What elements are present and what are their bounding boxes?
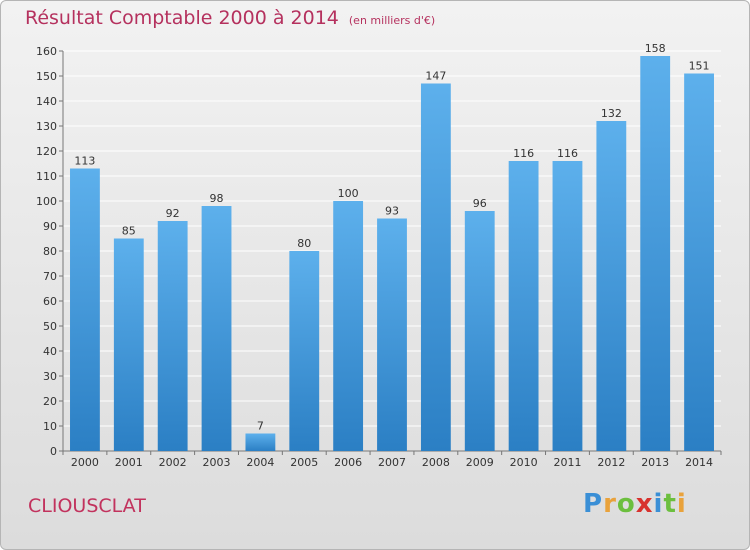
- x-tick-label: 2002: [159, 456, 187, 469]
- y-tick-labels: 0 10 20 30 40 50 60 70 80 90 100 110 120 130 140 150 160: [36, 45, 57, 458]
- x-tick-label: 2014: [685, 456, 713, 469]
- bar: [420, 83, 451, 451]
- data-label: 92: [166, 207, 180, 220]
- x-tick-label: 2012: [597, 456, 625, 469]
- y-tick-label: 160: [36, 45, 57, 58]
- bar: [596, 121, 627, 451]
- data-label: 147: [425, 70, 446, 83]
- data-labels: 113 85 92 98 7 80 100 93 147 96 116 116 132 158 151: [74, 42, 709, 433]
- bar: [245, 433, 276, 451]
- data-label: 7: [257, 420, 264, 433]
- y-tick-label: 50: [43, 320, 57, 333]
- bar: [684, 73, 714, 451]
- bar: [552, 161, 583, 451]
- y-tick-label: 130: [36, 120, 57, 133]
- x-tick-label: 2005: [290, 456, 318, 469]
- data-label: 116: [513, 147, 534, 160]
- x-tick-label: 2011: [553, 456, 581, 469]
- x-tick-label: 2008: [422, 456, 450, 469]
- data-label: 93: [385, 205, 399, 218]
- x-tick-label: 2001: [115, 456, 143, 469]
- data-label: 116: [557, 147, 578, 160]
- y-tick-label: 20: [43, 395, 57, 408]
- bar: [508, 161, 539, 451]
- bar: [70, 168, 100, 451]
- y-tick-label: 60: [43, 295, 57, 308]
- data-label: 100: [338, 187, 359, 200]
- bar: [377, 218, 407, 451]
- y-tick-label: 120: [36, 145, 57, 158]
- y-tick-label: 110: [36, 170, 57, 183]
- y-tick-label: 150: [36, 70, 57, 83]
- bar: [640, 56, 671, 451]
- logo-letter: t: [663, 489, 677, 519]
- logo-letter: i: [653, 489, 664, 519]
- y-tick-label: 40: [43, 345, 57, 358]
- data-label: 98: [210, 192, 224, 205]
- y-tick-label: 80: [43, 245, 57, 258]
- data-label: 80: [297, 237, 311, 250]
- logo-letter: r: [603, 489, 617, 519]
- y-tick-label: 140: [36, 95, 57, 108]
- y-tick-label: 0: [50, 445, 57, 458]
- x-tick-label: 2013: [641, 456, 669, 469]
- data-label: 132: [601, 107, 622, 120]
- y-tick-label: 100: [36, 195, 57, 208]
- bar: [113, 238, 144, 451]
- bars: [70, 56, 714, 451]
- x-tick-label: 2000: [71, 456, 99, 469]
- bar: [289, 251, 320, 451]
- y-tick-label: 10: [43, 420, 57, 433]
- bar: [464, 211, 495, 451]
- x-tick-label: 2003: [203, 456, 231, 469]
- x-tick-label: 2006: [334, 456, 362, 469]
- y-tick-label: 30: [43, 370, 57, 383]
- logo-letter: x: [635, 489, 654, 519]
- y-tick-label: 90: [43, 220, 57, 233]
- chart-title-block: Résultat Comptable 2000 à 2014 (en millie…: [25, 7, 435, 29]
- data-label: 85: [122, 225, 136, 238]
- chart-unit: (en milliers d'€): [348, 14, 436, 27]
- data-label: 158: [645, 42, 666, 55]
- x-tick-label: 2009: [466, 456, 494, 469]
- data-label: 151: [689, 60, 710, 73]
- logo-letter: i: [676, 489, 687, 519]
- proxiti-logo[interactable]: Proxiti: [583, 489, 687, 519]
- bar: [201, 206, 232, 451]
- logo-letter: o: [616, 489, 636, 519]
- x-tick-labels: 2000 2001 2002 2003 2004 2005 2006 2007 2008 2009…: [62, 451, 722, 469]
- data-label: 113: [74, 155, 95, 168]
- y-tick-label: 70: [43, 270, 57, 283]
- x-tick-label: 2007: [378, 456, 406, 469]
- city-name: CLIOUSCLAT: [28, 495, 146, 517]
- x-tick-label: 2010: [510, 456, 538, 469]
- logo-letter: P: [583, 489, 604, 519]
- bar: [333, 201, 364, 451]
- x-tick-label: 2004: [246, 456, 274, 469]
- bar: [157, 221, 188, 451]
- data-label: 96: [473, 197, 487, 210]
- chart-title: Résultat Comptable 2000 à 2014: [25, 7, 339, 29]
